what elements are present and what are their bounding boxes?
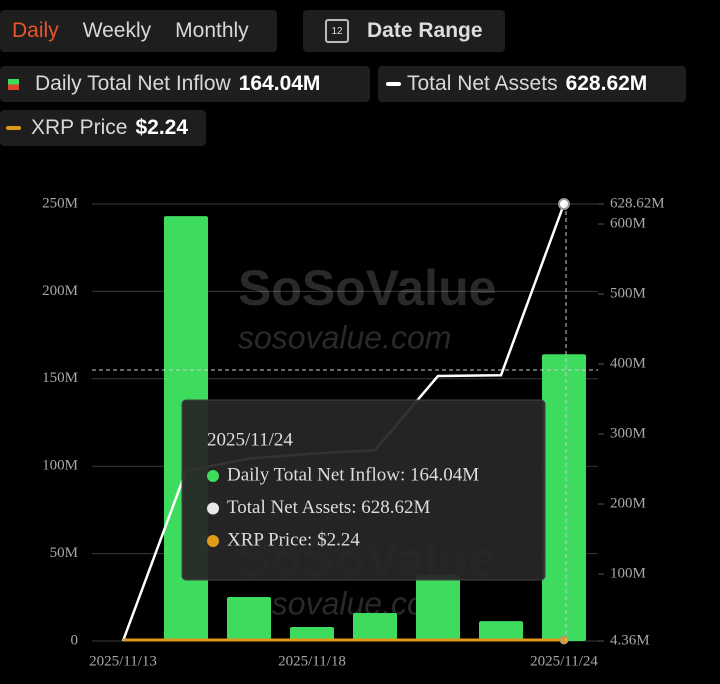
y2-tick-label: 100M: [610, 565, 646, 581]
legend-value: $2.24: [135, 116, 189, 139]
tooltip-box: [181, 399, 546, 581]
y2-tick-label: 628.62M: [610, 195, 665, 211]
y2-tick-label: 300M: [610, 425, 646, 441]
watermark-brand: SoSoValue: [238, 260, 496, 316]
tooltip-row: Daily Total Net Inflow: 164.04M: [227, 464, 479, 485]
legend-label: XRP Price: [31, 116, 128, 139]
tooltip: 2025/11/24 Daily Total Net Inflow: 164.04…: [181, 399, 546, 581]
y-tick-label: 150M: [42, 370, 78, 386]
y2-tick-label: 400M: [610, 355, 646, 371]
y2-tick-label: 500M: [610, 285, 646, 301]
y-tick-label: 200M: [42, 283, 78, 299]
bar: [227, 596, 271, 641]
x-tick-label: 2025/11/18: [278, 653, 346, 669]
watermark-url: sosovalue.com: [238, 585, 451, 621]
legend-item[interactable]: Daily Total Net Inflow 164.04M: [0, 66, 370, 102]
y-tick-label: 0: [71, 632, 79, 648]
x-tick-label: 2025/11/13: [89, 653, 157, 669]
calendar-icon: 12: [325, 19, 349, 43]
tooltip-title: 2025/11/24: [207, 429, 293, 450]
y-tick-label: 50M: [50, 545, 78, 561]
legend-swatch: [8, 78, 19, 90]
x-tick-label: 2025/11/24: [530, 653, 598, 669]
y-tick-label: 250M: [42, 195, 78, 211]
bar: [479, 621, 523, 641]
tooltip-dot: [207, 470, 219, 482]
legend-swatch: [386, 82, 401, 86]
y2-tick-label: 4.36M: [610, 632, 650, 648]
tooltip-row: XRP Price: $2.24: [227, 529, 360, 550]
y2-tick-label: 200M: [610, 495, 646, 511]
watermark-url: sosovalue.com: [238, 319, 451, 355]
bar: [542, 354, 586, 641]
tab[interactable]: Weekly: [82, 19, 152, 42]
price-point: [559, 635, 569, 645]
date-range-label: Date Range: [367, 19, 483, 42]
legend-value: 164.04M: [238, 72, 321, 95]
bar: [416, 574, 460, 641]
tab[interactable]: Monthly: [175, 19, 249, 42]
legend-value: 628.62M: [565, 72, 648, 95]
tooltip-row: Total Net Assets: 628.62M: [227, 497, 431, 518]
tooltip-dot: [207, 502, 219, 515]
tooltip-dot: [207, 535, 219, 547]
bar: [353, 613, 397, 641]
legend-label: Daily Total Net Inflow: [35, 72, 231, 95]
y2-tick-label: 600M: [610, 215, 646, 231]
legend-item[interactable]: Total Net Assets 628.62M: [378, 66, 686, 102]
date-range-button[interactable]: 12 Date Range: [303, 10, 505, 52]
bar: [290, 627, 334, 641]
tab-bar: Daily Weekly Monthly: [0, 10, 277, 52]
tab[interactable]: Daily: [12, 19, 59, 42]
legend-item[interactable]: XRP Price $2.24: [0, 110, 206, 146]
point: [558, 198, 570, 210]
y-tick-label: 100M: [42, 458, 78, 474]
legend-swatch: [6, 126, 21, 130]
legend-label: Total Net Assets: [407, 72, 558, 95]
